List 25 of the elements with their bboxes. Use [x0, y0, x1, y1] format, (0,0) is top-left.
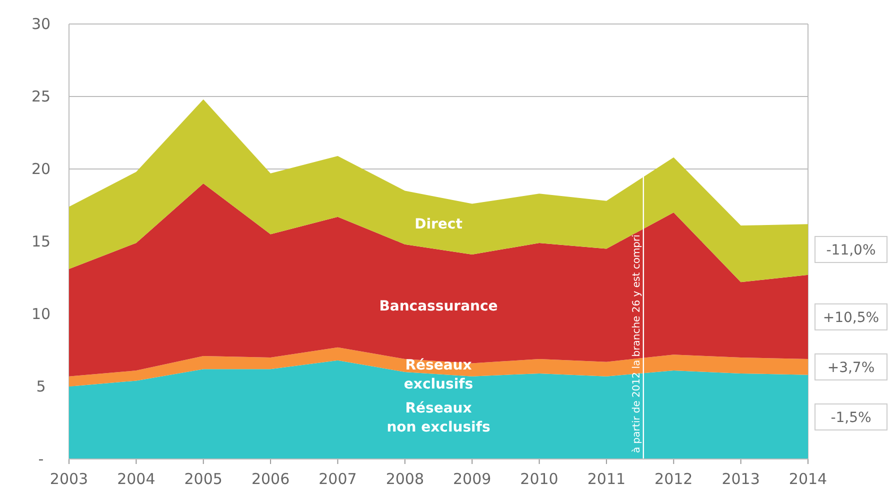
series-label: Direct [414, 216, 463, 232]
x-tick-label: 2011 [587, 470, 626, 488]
x-tick-label: 2003 [50, 470, 88, 488]
x-tick-label: 2005 [184, 470, 222, 488]
x-tick-label: 2012 [654, 470, 693, 488]
x-tick-label: 2010 [520, 470, 558, 488]
x-tick-label: 2014 [788, 470, 828, 488]
y-tick-label: 10 [31, 305, 51, 323]
text: +3,7% [827, 360, 875, 376]
y-tick-label: 30 [31, 15, 51, 33]
text: +10,5% [822, 310, 880, 326]
y-tick-label: 5 [36, 378, 46, 396]
y-tick-label: 15 [31, 232, 51, 250]
text: -1,5% [830, 410, 872, 426]
x-tick-label: 2008 [386, 470, 424, 488]
y-tick-label: - [38, 450, 44, 468]
x-tick-label: 2004 [117, 470, 156, 488]
y-tick-label: 25 [31, 88, 51, 106]
y-tick-label: 20 [31, 160, 51, 178]
x-tick-label: 2006 [251, 470, 290, 488]
text: -11,0% [826, 242, 876, 258]
x-tick-label: 2007 [318, 470, 357, 488]
series-label: Bancassurance [379, 298, 498, 314]
x-tick-label: 2009 [452, 470, 492, 488]
x-tick-label: 2013 [722, 470, 760, 488]
